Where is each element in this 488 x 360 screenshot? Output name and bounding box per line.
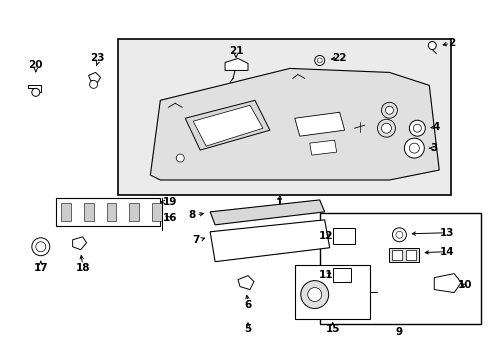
Circle shape xyxy=(404,138,424,158)
Circle shape xyxy=(385,106,393,114)
Bar xyxy=(332,228,354,244)
Bar xyxy=(61,203,71,221)
Polygon shape xyxy=(210,220,329,262)
Text: 12: 12 xyxy=(318,231,332,241)
Circle shape xyxy=(176,154,184,162)
Text: 2: 2 xyxy=(447,37,455,48)
Polygon shape xyxy=(210,200,324,225)
Text: 19: 19 xyxy=(163,197,177,207)
Bar xyxy=(319,213,480,324)
Circle shape xyxy=(36,242,46,252)
Polygon shape xyxy=(73,237,86,250)
Text: 3: 3 xyxy=(430,143,437,153)
Bar xyxy=(152,203,162,221)
Circle shape xyxy=(395,231,402,238)
Bar xyxy=(83,203,93,221)
Circle shape xyxy=(381,102,397,118)
Text: 11: 11 xyxy=(318,270,332,280)
Circle shape xyxy=(314,55,324,66)
Circle shape xyxy=(408,143,419,153)
Text: 18: 18 xyxy=(75,263,90,273)
Polygon shape xyxy=(433,274,460,293)
Text: 1: 1 xyxy=(276,198,283,208)
Text: 17: 17 xyxy=(33,263,48,273)
Text: 9: 9 xyxy=(395,327,402,337)
Circle shape xyxy=(381,123,390,133)
Text: 6: 6 xyxy=(244,300,251,310)
Polygon shape xyxy=(238,276,253,289)
Bar xyxy=(118,39,450,195)
Polygon shape xyxy=(193,105,263,146)
Circle shape xyxy=(32,238,50,256)
Text: 13: 13 xyxy=(439,228,453,238)
Circle shape xyxy=(427,41,435,50)
Text: 7: 7 xyxy=(192,235,200,245)
Bar xyxy=(56,198,160,226)
Polygon shape xyxy=(28,85,41,92)
Text: 23: 23 xyxy=(90,54,104,63)
Polygon shape xyxy=(185,100,269,150)
Text: 16: 16 xyxy=(163,213,177,223)
Circle shape xyxy=(392,228,406,242)
Circle shape xyxy=(377,119,395,137)
Bar xyxy=(388,248,419,262)
Text: 10: 10 xyxy=(457,280,471,289)
Text: 5: 5 xyxy=(244,324,251,334)
Circle shape xyxy=(412,124,421,132)
Circle shape xyxy=(32,88,40,96)
Circle shape xyxy=(307,288,321,302)
Circle shape xyxy=(300,280,328,309)
Circle shape xyxy=(408,120,425,136)
Text: 21: 21 xyxy=(228,45,243,55)
Text: 8: 8 xyxy=(188,210,195,220)
Bar xyxy=(406,250,415,260)
Text: 14: 14 xyxy=(439,247,454,257)
Text: 22: 22 xyxy=(332,54,346,63)
Bar xyxy=(294,265,369,319)
Text: 20: 20 xyxy=(28,60,43,71)
Polygon shape xyxy=(294,112,344,136)
Bar xyxy=(332,268,350,282)
Bar xyxy=(392,250,402,260)
Text: 4: 4 xyxy=(432,122,439,132)
Polygon shape xyxy=(309,140,336,155)
Bar xyxy=(129,203,139,221)
Polygon shape xyxy=(150,68,438,180)
Bar xyxy=(106,203,116,221)
Polygon shape xyxy=(88,72,101,82)
Text: 15: 15 xyxy=(325,324,339,334)
Circle shape xyxy=(89,80,98,88)
Circle shape xyxy=(317,58,322,63)
Polygon shape xyxy=(224,58,247,71)
